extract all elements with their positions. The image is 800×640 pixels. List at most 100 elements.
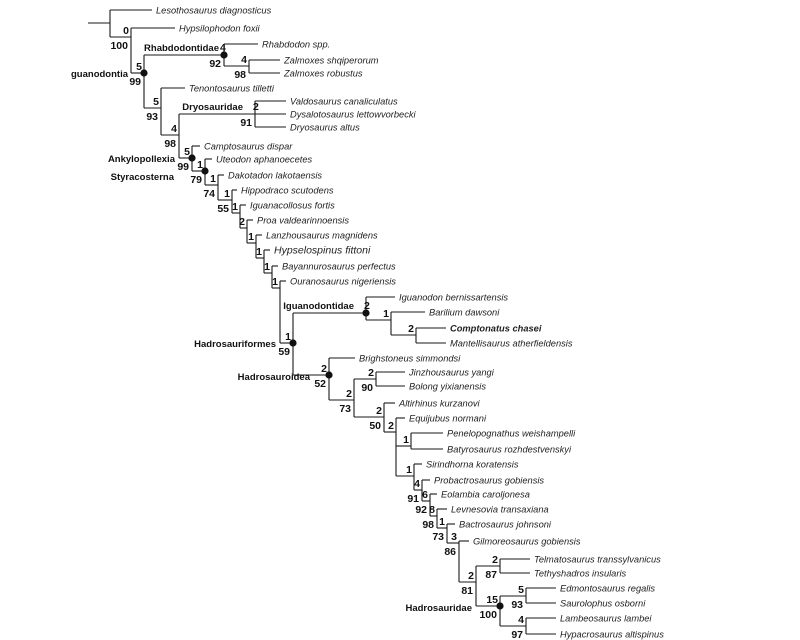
bootstrap-support: 81: [461, 585, 473, 597]
bootstrap-support: 98: [422, 519, 434, 531]
bremer-support: 8: [429, 504, 435, 516]
named-clade-node-dot: [496, 602, 504, 610]
named-clade-node-dot: [362, 309, 370, 317]
taxon-label: Valdosaurus canaliculatus: [290, 97, 398, 107]
bremer-support: 1: [197, 159, 203, 171]
bootstrap-support: 93: [146, 111, 158, 123]
bremer-support: 1: [406, 464, 412, 476]
bremer-support: 1: [383, 308, 389, 320]
clade-label: Iguanodontidae: [283, 301, 354, 312]
taxon-label: Bolong yixianensis: [409, 382, 486, 392]
taxon-label: Eolambia caroljonesa: [441, 490, 530, 500]
clade-label: Hadrosauridae: [405, 603, 472, 614]
bremer-support: 2: [376, 405, 382, 417]
named-clade-node-dot: [220, 51, 228, 59]
taxon-label: Uteodon aphanoecetes: [216, 155, 312, 165]
clade-label: Dryosauridae: [182, 102, 243, 113]
bootstrap-support: 92: [209, 58, 221, 70]
bootstrap-support: 91: [240, 117, 252, 129]
bremer-support: 1: [272, 276, 278, 288]
taxon-label: Brighstoneus simmondsi: [359, 354, 461, 364]
taxon-label: Altirhinus kurzanovi: [398, 399, 481, 409]
bremer-support: 1: [224, 188, 230, 200]
taxon-label: Ouranosaurus nigeriensis: [290, 277, 396, 287]
bremer-support: 1: [248, 231, 254, 243]
taxon-label: Camptosaurus dispar: [204, 142, 293, 152]
bremer-support: 1: [264, 261, 270, 273]
taxon-label: Bayannurosaurus perfectus: [282, 262, 396, 272]
clade-label: Hadrosauroidea: [238, 372, 311, 383]
clade-label: Styracosterna: [111, 172, 175, 183]
taxon-label: Comptonatus chasei: [450, 324, 542, 334]
taxon-label: Gilmoreosaurus gobiensis: [473, 537, 581, 547]
bootstrap-support: 98: [234, 69, 246, 81]
bremer-support: 3: [451, 531, 457, 543]
bremer-support: 2: [492, 554, 498, 566]
bremer-support: 1: [439, 516, 445, 528]
bremer-support: 5: [184, 146, 190, 158]
taxon-label: Hypsilophodon foxii: [179, 24, 261, 34]
taxon-label: Tenontosaurus tilletti: [189, 84, 275, 94]
bremer-support: 2: [239, 216, 245, 228]
bremer-support: 1: [403, 434, 409, 446]
bremer-support: 2: [253, 101, 259, 113]
taxon-label: Penelopognathus weishampelli: [447, 429, 576, 439]
bootstrap-support: 91: [407, 493, 419, 505]
bootstrap-support: 93: [511, 599, 523, 611]
named-clade-node-dot: [201, 167, 209, 175]
taxon-label: Tethyshadros insularis: [534, 569, 627, 579]
bootstrap-support: 55: [217, 203, 229, 215]
bremer-support: 0: [123, 25, 129, 37]
taxon-label: Edmontosaurus regalis: [560, 584, 655, 594]
bremer-support: 4: [171, 123, 177, 135]
taxon-label: Zalmoxes robustus: [283, 69, 363, 79]
bootstrap-support: 86: [444, 546, 456, 558]
named-clade-node-dot: [325, 371, 333, 379]
named-clade-node-dot: [140, 69, 148, 77]
taxon-label: Jinzhousaurus yangi: [408, 368, 495, 378]
bootstrap-support: 87: [485, 569, 497, 581]
clade-label: Rhabdodontidae: [144, 43, 219, 54]
bootstrap-support: 100: [110, 40, 128, 52]
taxon-label: Zalmoxes shqiperorum: [283, 56, 379, 66]
taxon-label: Dryosaurus altus: [290, 123, 360, 133]
bremer-support: 2: [364, 300, 370, 312]
taxon-label: Probactrosaurus gobiensis: [434, 476, 544, 486]
bremer-support: 1: [256, 246, 262, 258]
bootstrap-support: 98: [164, 138, 176, 150]
bootstrap-support: 79: [190, 174, 202, 186]
bootstrap-support: 73: [339, 403, 351, 415]
taxon-label: Sirindhorna koratensis: [426, 460, 519, 470]
taxon-label: Barilium dawsoni: [429, 308, 500, 318]
bootstrap-support: 73: [432, 531, 444, 543]
taxon-label: Levnesovia transaxiana: [451, 505, 549, 515]
named-clade-node-dot: [188, 154, 196, 162]
bootstrap-support: 97: [511, 629, 523, 640]
bootstrap-support: 99: [177, 161, 189, 173]
bremer-support: 2: [388, 420, 394, 432]
bootstrap-support: 90: [361, 382, 373, 394]
clade-label: guanodontia: [71, 69, 129, 80]
bremer-support: 2: [408, 323, 414, 335]
taxon-label: Mantellisaurus atherfieldensis: [450, 339, 573, 349]
bremer-support: 1: [210, 173, 216, 185]
taxon-label: Telmatosaurus transsylvanicus: [534, 555, 661, 565]
bremer-support: 6: [422, 489, 428, 501]
bremer-support: 5: [153, 96, 159, 108]
bootstrap-support: 100: [479, 609, 497, 621]
taxon-label: Hypacrosaurus altispinus: [560, 630, 664, 640]
taxon-label: Hippodraco scutodens: [241, 186, 334, 196]
bremer-support: 2: [368, 367, 374, 379]
taxon-label: Iguanodon bernissartensis: [399, 293, 508, 303]
named-clade-node-dot: [289, 339, 297, 347]
taxon-label: Dysalotosaurus lettowvorbecki: [290, 110, 416, 120]
bremer-support: 1: [285, 331, 291, 343]
bootstrap-support: 50: [369, 420, 381, 432]
bremer-support: 4: [241, 54, 247, 66]
taxon-label: Dakotadon lakotaensis: [228, 171, 322, 181]
taxon-label: Saurolophus osborni: [560, 599, 646, 609]
taxon-label: Bactrosaurus johnsoni: [459, 520, 552, 530]
taxon-label: Lesothosaurus diagnosticus: [156, 6, 272, 16]
bootstrap-support: 74: [203, 188, 215, 200]
bremer-support: 4: [414, 478, 420, 490]
